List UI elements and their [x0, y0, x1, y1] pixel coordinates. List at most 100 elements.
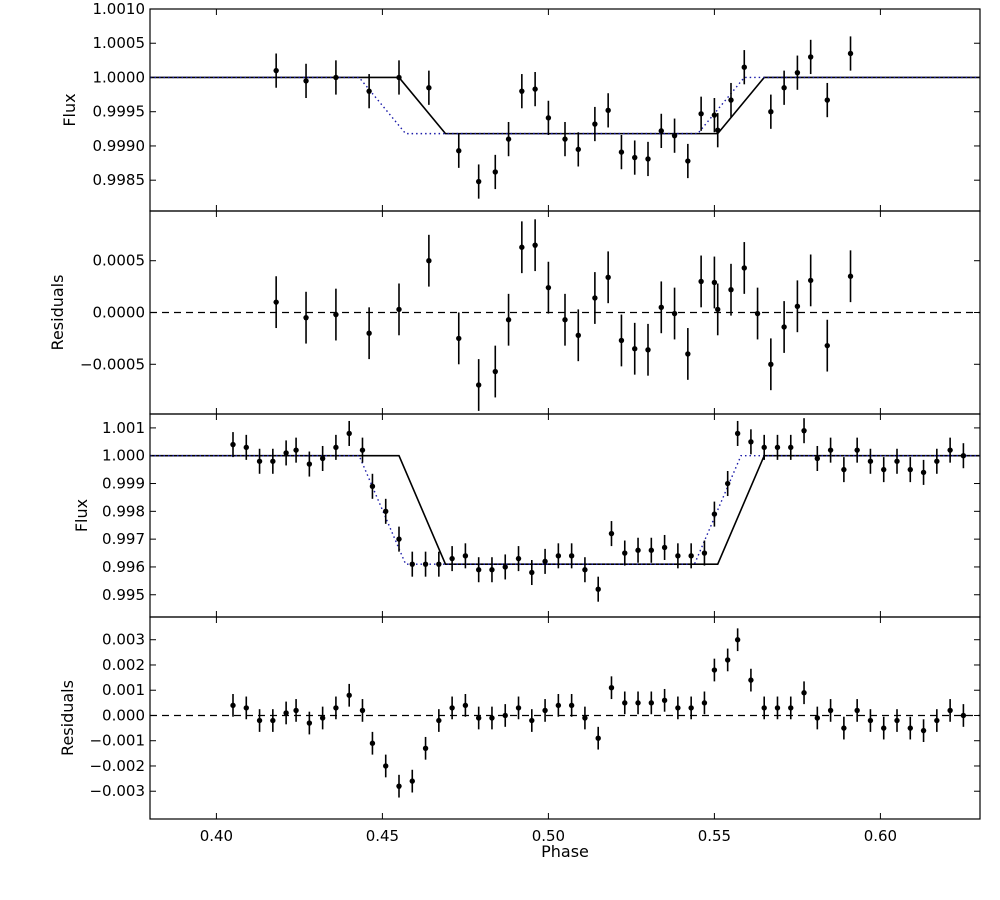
data-point	[841, 466, 847, 473]
data-point	[788, 444, 794, 451]
data-point	[283, 710, 289, 716]
data-point	[671, 310, 678, 317]
data-point	[894, 458, 900, 464]
data-point	[230, 702, 236, 709]
data-point	[456, 335, 462, 342]
data-point	[333, 74, 339, 81]
data-point	[575, 332, 581, 338]
data-point	[618, 149, 625, 155]
data-point	[794, 69, 801, 76]
data-point	[256, 458, 263, 464]
data-point	[960, 712, 967, 719]
data-point	[243, 705, 249, 711]
data-point	[711, 511, 718, 517]
data-point	[396, 783, 402, 789]
y-tick-label: −0.0005	[80, 355, 145, 373]
data-point	[894, 717, 900, 724]
data-point	[582, 715, 588, 721]
data-point	[568, 553, 575, 559]
data-point	[701, 550, 708, 556]
data-point	[475, 567, 482, 573]
data-point	[807, 277, 814, 284]
y-tick-label: 0.0005	[93, 252, 146, 270]
data-point	[303, 78, 309, 84]
data-point	[605, 274, 611, 280]
data-point	[346, 692, 352, 698]
data-point	[847, 50, 854, 57]
data-point	[595, 735, 601, 741]
x-tick-label: 0.45	[366, 827, 399, 845]
data-point	[319, 715, 326, 721]
y-tick-label: 0.995	[102, 586, 145, 604]
data-point	[369, 483, 376, 490]
data-point	[754, 310, 761, 317]
data-point	[781, 85, 787, 91]
data-point	[632, 346, 638, 352]
data-point	[595, 586, 601, 592]
data-point	[698, 111, 704, 117]
y-axis-title: Residuals	[58, 680, 77, 756]
data-point	[243, 444, 249, 451]
y-tick-label: 0.996	[102, 558, 145, 576]
data-point	[270, 458, 276, 464]
data-point	[608, 530, 615, 537]
data-point	[475, 178, 482, 185]
data-point	[728, 97, 734, 103]
x-tick-label: 0.60	[864, 827, 897, 845]
data-point	[359, 707, 366, 714]
data-point	[273, 299, 279, 305]
data-point	[426, 258, 432, 264]
data-point	[698, 278, 704, 285]
data-point	[768, 361, 774, 367]
data-point	[947, 447, 953, 453]
data-point	[635, 700, 641, 706]
data-point	[436, 717, 442, 724]
data-point	[711, 279, 718, 286]
x-tick-label: 0.50	[532, 827, 565, 845]
data-point	[293, 707, 299, 714]
data-point	[489, 567, 495, 573]
data-point	[728, 287, 734, 293]
data-point	[907, 725, 913, 731]
data-point	[270, 717, 276, 724]
data-point	[658, 128, 664, 134]
data-point	[529, 717, 535, 724]
data-point	[645, 156, 651, 162]
data-point	[867, 717, 874, 724]
data-point	[788, 705, 794, 711]
data-point	[519, 244, 525, 250]
data-point	[306, 720, 313, 726]
data-point	[688, 553, 694, 559]
data-point	[741, 64, 747, 70]
data-point	[675, 553, 681, 559]
data-point	[462, 702, 469, 709]
data-point	[542, 707, 548, 714]
y-axis-title: Residuals	[48, 275, 67, 351]
data-point	[383, 763, 389, 769]
y-axis-title: Flux	[60, 93, 79, 126]
y-tick-label: 0.000	[102, 706, 145, 724]
data-point	[622, 700, 628, 706]
data-point	[814, 455, 821, 462]
y-tick-label: 0.001	[102, 681, 145, 699]
data-point	[715, 127, 721, 133]
data-point	[542, 558, 548, 565]
data-point	[715, 306, 721, 313]
data-point	[462, 553, 469, 559]
data-point	[854, 707, 860, 714]
data-point	[562, 136, 568, 142]
data-point	[333, 705, 339, 711]
data-point	[824, 97, 830, 103]
model-curve-dotted	[150, 76, 980, 135]
data-point	[867, 458, 874, 464]
data-point	[661, 697, 668, 704]
y-tick-label: 0.997	[102, 530, 145, 548]
data-point	[505, 136, 512, 142]
data-point	[807, 54, 814, 60]
y-tick-label: −0.001	[89, 732, 145, 750]
data-point	[492, 169, 498, 175]
data-point	[920, 469, 927, 476]
panel-frame	[149, 8, 981, 212]
panel-frame	[149, 616, 981, 820]
